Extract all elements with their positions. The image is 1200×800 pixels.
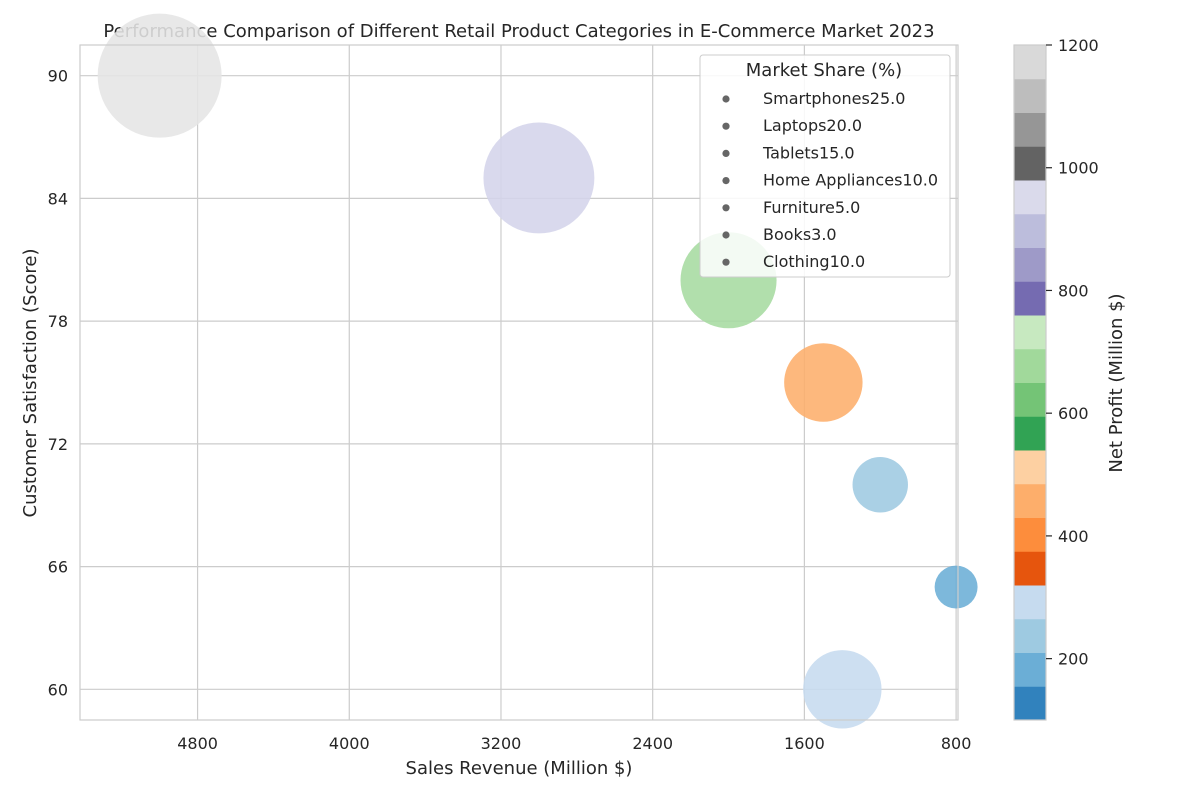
x-tick-label: 1600 [784, 734, 825, 753]
colorbar-segment [1014, 483, 1046, 518]
legend-box [699, 54, 951, 278]
legend-marker [722, 95, 730, 103]
x-tick-label: 2400 [632, 734, 673, 753]
colorbar: Net Profit (Million $) 200 400 600 800 1000 1… [1013, 36, 1127, 721]
colorbar-segment [1014, 450, 1046, 485]
x-tick-label: 4800 [177, 734, 218, 753]
legend-entry: Smartphones25.0 [763, 89, 905, 108]
legend-marker [722, 177, 730, 185]
colorbar-segment [1014, 213, 1046, 248]
y-tick-label: 66 [48, 558, 68, 577]
y-tick-label: 84 [48, 189, 68, 208]
colorbar-tick-label: 200 [1058, 650, 1089, 669]
bubble-furniture [852, 457, 908, 513]
colorbar-segment [1014, 112, 1046, 147]
legend-entry: Clothing10.0 [763, 252, 865, 271]
y-tick-label: 90 [48, 67, 68, 86]
colorbar-segment [1014, 180, 1046, 215]
colorbar-segment [1014, 585, 1046, 620]
legend-marker [722, 149, 730, 157]
legend-marker [722, 258, 730, 266]
colorbar-segment [1014, 618, 1046, 653]
x-tick-label: 800 [941, 734, 972, 753]
bubble-home-appliances [784, 343, 863, 422]
colorbar-segment [1014, 247, 1046, 282]
y-tick-label: 72 [48, 435, 68, 454]
colorbar-segment [1014, 416, 1046, 451]
colorbar-segment [1014, 382, 1046, 417]
chart-title: Performance Comparison of Different Reta… [103, 21, 934, 42]
x-tick-label: 4000 [329, 734, 370, 753]
colorbar-segment [1014, 146, 1046, 181]
colorbar-segment [1014, 78, 1046, 113]
legend-marker [722, 122, 730, 130]
colorbar-tick-label: 1000 [1058, 159, 1099, 178]
legend-entry: Books3.0 [763, 225, 837, 244]
colorbar-tick-label: 800 [1058, 281, 1089, 300]
x-tick-label: 3200 [481, 734, 522, 753]
colorbar-segment [1014, 348, 1046, 383]
bubble-books [934, 565, 978, 609]
legend-marker [722, 231, 730, 239]
colorbar-tick-label: 600 [1058, 404, 1089, 423]
colorbar-segment [1014, 551, 1046, 586]
x-axis-label: Sales Revenue (Million $) [406, 758, 633, 779]
colorbar-label: Net Profit (Million $) [1106, 293, 1127, 472]
colorbar-segment [1014, 281, 1046, 316]
colorbar-segment [1014, 45, 1046, 80]
legend-entry: Tablets15.0 [762, 143, 855, 162]
colorbar-segment [1014, 686, 1046, 721]
y-axis-label: Customer Satisfaction (Score) [20, 249, 41, 518]
plot-area: 4800 4000 3200 2400 1600 800 60 66 72 78 84 90 [48, 13, 978, 753]
colorbar-frame [1013, 44, 1047, 721]
bubble-smartphones [97, 13, 222, 138]
bubble-laptops [483, 122, 595, 234]
y-tick-label: 78 [48, 312, 68, 331]
legend-entry: Furniture5.0 [763, 198, 860, 217]
colorbar-tick-label: 400 [1058, 527, 1089, 546]
bubble-clothing [803, 650, 882, 729]
legend-title: Market Share (%) [746, 60, 902, 81]
legend-entry: Laptops20.0 [763, 116, 862, 135]
y-tick-label: 60 [48, 680, 68, 699]
plot-frame [79, 44, 959, 721]
colorbar-segment [1014, 315, 1046, 350]
legend-marker [722, 204, 730, 212]
legend-entry: Home Appliances10.0 [763, 171, 938, 190]
colorbar-segment [1014, 652, 1046, 687]
colorbar-segment [1014, 517, 1046, 552]
colorbar-tick-label: 1200 [1058, 36, 1099, 55]
legend: Market Share (%) Smartphones25.0 Laptops2… [699, 54, 951, 278]
